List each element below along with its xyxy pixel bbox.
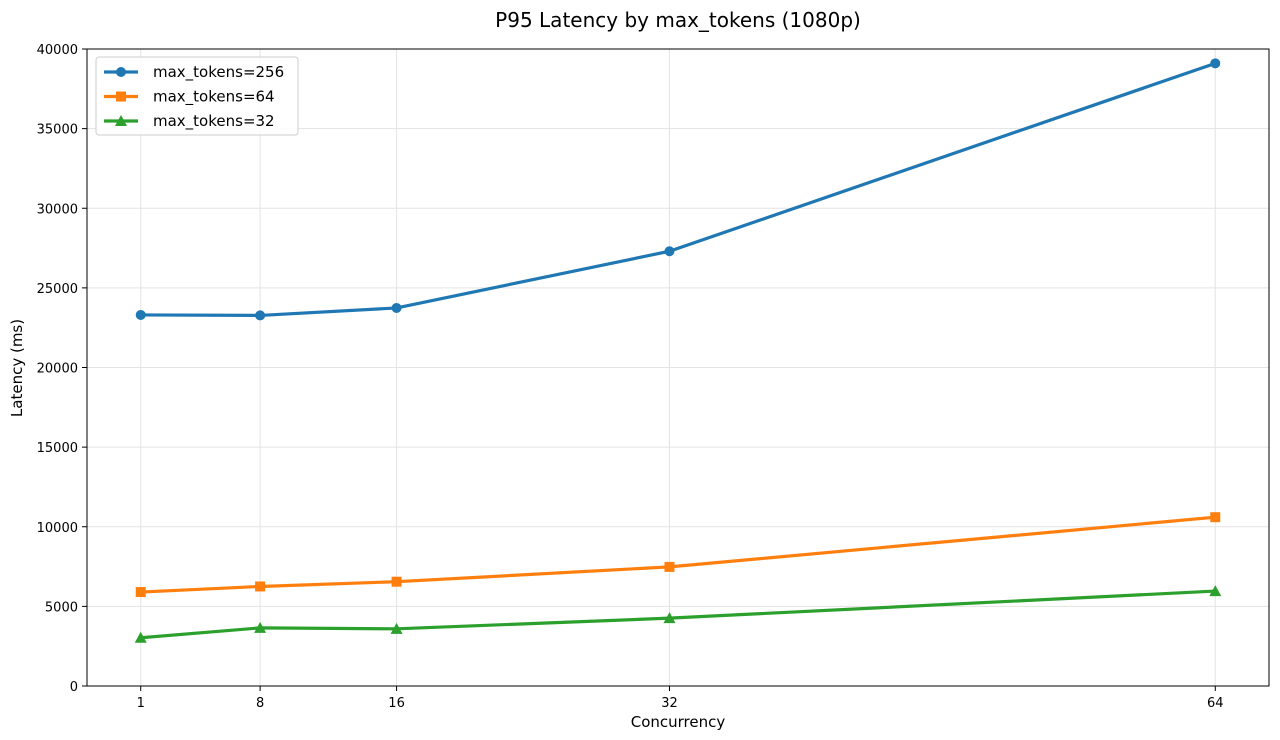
data-point bbox=[664, 561, 675, 572]
x-tick-label: 16 bbox=[388, 696, 405, 711]
y-tick-label: 20000 bbox=[37, 362, 78, 377]
x-tick-label: 64 bbox=[1207, 696, 1224, 711]
series-line bbox=[139, 515, 1217, 594]
y-tick-label: 10000 bbox=[37, 521, 78, 536]
data-point bbox=[255, 581, 266, 592]
x-tick-label: 32 bbox=[661, 696, 678, 711]
x-tick-label: 1 bbox=[137, 696, 145, 711]
legend-item: max_tokens=32 bbox=[104, 112, 275, 131]
series-line bbox=[139, 61, 1217, 318]
series-max-tokens-256 bbox=[135, 58, 1221, 321]
data-point bbox=[1209, 585, 1222, 597]
y-tick-label: 40000 bbox=[37, 43, 78, 58]
data-point bbox=[391, 576, 402, 587]
series-max-tokens-32 bbox=[134, 585, 1222, 643]
y-tick-label: 25000 bbox=[37, 282, 78, 297]
data-point bbox=[1210, 58, 1221, 69]
y-tick-label: 35000 bbox=[37, 123, 78, 138]
x-tick-label: 8 bbox=[256, 696, 264, 711]
data-point bbox=[664, 246, 675, 257]
y-tick-label: 0 bbox=[70, 680, 78, 695]
data-point bbox=[134, 631, 147, 643]
data-point bbox=[663, 612, 676, 624]
legend-marker bbox=[116, 91, 126, 102]
data-point bbox=[135, 309, 146, 320]
data-point bbox=[135, 587, 146, 598]
legend-marker bbox=[116, 67, 126, 77]
legend-item: max_tokens=64 bbox=[104, 88, 275, 107]
y-tick-label: 5000 bbox=[45, 600, 78, 615]
legend-label: max_tokens=256 bbox=[153, 63, 284, 82]
y-tick-label: 15000 bbox=[37, 441, 78, 456]
y-axis-label: Latency (ms) bbox=[8, 319, 26, 417]
legend-marker bbox=[115, 115, 127, 126]
tick-layer: 1 8 16 32 64 0 5000 10000 15000 20000 25000 30000 35… bbox=[37, 43, 1224, 711]
series-line bbox=[139, 589, 1217, 640]
data-point bbox=[255, 310, 266, 321]
y-tick-label: 30000 bbox=[37, 202, 78, 217]
x-axis-label: Concurrency bbox=[631, 713, 726, 731]
series-layer bbox=[134, 58, 1222, 643]
series-max-tokens-64 bbox=[135, 512, 1221, 598]
legend-label: max_tokens=64 bbox=[153, 88, 275, 107]
data-point bbox=[391, 302, 402, 313]
legend-item: max_tokens=256 bbox=[104, 63, 284, 82]
legend-box bbox=[95, 56, 299, 136]
chart-title: P95 Latency by max_tokens (1080p) bbox=[495, 8, 861, 32]
data-point bbox=[1210, 512, 1221, 523]
legend: max_tokens=256 max_tokens=64 max_tokens=32 bbox=[95, 56, 299, 136]
data-point bbox=[254, 621, 267, 633]
legend-label: max_tokens=32 bbox=[153, 112, 275, 131]
data-point bbox=[390, 622, 403, 634]
